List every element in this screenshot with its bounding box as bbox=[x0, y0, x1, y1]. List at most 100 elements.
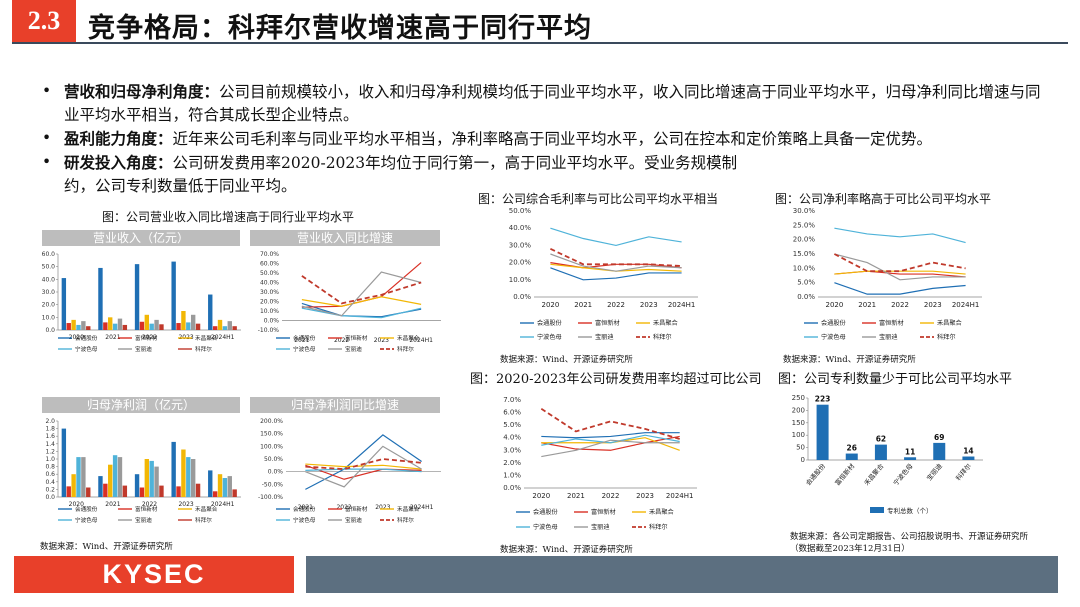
legend-label: 科拜尔 bbox=[937, 333, 956, 341]
y-tick-label: 1.2 bbox=[45, 448, 55, 455]
legend-label: 会通股份 bbox=[537, 319, 563, 327]
y-tick-label: 30.0% bbox=[509, 241, 532, 249]
legend-label: 科拜尔 bbox=[653, 333, 672, 341]
series-line-5 bbox=[301, 271, 422, 317]
y-tick-label: -10.0% bbox=[258, 327, 280, 334]
x-tick-label: 2023 bbox=[924, 301, 942, 309]
bar bbox=[217, 319, 223, 330]
series-line-1 bbox=[834, 282, 966, 295]
legend-label: 宁波色母 bbox=[75, 345, 98, 353]
bar bbox=[149, 323, 154, 330]
y-tick-label: 0 bbox=[801, 456, 805, 464]
bar bbox=[208, 294, 213, 330]
caption-gross: 图：公司综合毛利率与可比公司平均水平相当 bbox=[478, 192, 719, 206]
y-tick-label: 50.0 bbox=[42, 264, 56, 271]
series-line-5 bbox=[834, 253, 966, 281]
bar bbox=[933, 442, 946, 460]
rd-ratio-chart: 0.0% 1.0% 2.0% 3.0% 4.0% 5.0% 6.0% 7.0% 2020 2021… bbox=[503, 396, 697, 531]
y-tick-label: 1.6 bbox=[45, 433, 55, 440]
y-tick-label: 30.0% bbox=[793, 207, 816, 215]
bullet-lead: 营收和归母净利角度： bbox=[64, 82, 220, 101]
legend-swatch bbox=[870, 507, 884, 513]
x-tick-label: 2024H1 bbox=[211, 334, 235, 341]
y-tick-label: 40.0% bbox=[509, 224, 532, 232]
legend-label: 宁波色母 bbox=[537, 333, 562, 341]
series-line-6 bbox=[833, 253, 966, 273]
series-line-4 bbox=[301, 307, 422, 319]
legend-label: 禾昌聚合 bbox=[195, 505, 218, 513]
x-tick-label: 2021 bbox=[858, 301, 876, 309]
x-tick-label: 宁波色母 bbox=[891, 461, 915, 487]
y-tick-label: 7.0% bbox=[503, 396, 521, 404]
legend-label: 科拜尔 bbox=[195, 345, 212, 353]
bar bbox=[159, 324, 164, 330]
series-line-5 bbox=[550, 253, 682, 272]
legend-label: 宝丽迪 bbox=[595, 333, 614, 341]
series-line-4 bbox=[305, 468, 422, 473]
legend-label: 禾昌聚合 bbox=[397, 334, 420, 342]
revenue-chart: 0.0 10.0 20.0 30.0 40.0 50.0 60.0 2020 2021 2022 2… bbox=[42, 251, 241, 353]
legend-label: 会通股份 bbox=[821, 319, 847, 327]
patent-chart: 0 50 100 150 200 250 223 会通股份 26 富恒新材 62 禾昌聚合 11 宁波色母… bbox=[792, 394, 983, 515]
legend-label: 宝丽迪 bbox=[135, 516, 152, 524]
bullet-lead: 研发投入角度： bbox=[64, 153, 173, 172]
data-label: 69 bbox=[934, 433, 944, 442]
profit-chart: 0.00.20.40.60.81.01.21.41.61.82.0 2020 202… bbox=[45, 418, 241, 524]
y-tick-label: 3.0% bbox=[503, 446, 521, 454]
y-tick-label: 50.0% bbox=[264, 456, 283, 463]
y-tick-label: 200 bbox=[792, 406, 805, 414]
bar bbox=[217, 474, 223, 497]
legend-label: 专利总数（个） bbox=[887, 506, 933, 515]
y-tick-label: 5.0% bbox=[797, 279, 815, 287]
source-left: 数据来源：Wind、开源证券研究所 bbox=[40, 542, 173, 552]
y-tick-label: 1.8 bbox=[45, 426, 55, 433]
series-line-6 bbox=[301, 275, 422, 305]
x-tick-label: 2020 bbox=[825, 301, 843, 309]
legend-label: 宝丽迪 bbox=[591, 523, 610, 531]
data-label: 11 bbox=[905, 447, 915, 456]
bar bbox=[222, 478, 228, 497]
x-tick-label: 2021 bbox=[105, 501, 120, 508]
x-tick-label: 2023 bbox=[178, 501, 193, 508]
bullet-text: 公司研发费用率2020-2023年均位于同行第一，高于同业平均水平。受业务规模制… bbox=[64, 154, 738, 195]
x-tick-label: 宝丽迪 bbox=[924, 461, 944, 482]
legend-label: 宁波色母 bbox=[293, 516, 316, 524]
gross-margin-chart: 0.0% 10.0% 20.0% 30.0% 40.0% 50.0% 2020 2021 202… bbox=[509, 207, 698, 341]
bar bbox=[227, 321, 232, 330]
bar bbox=[71, 319, 76, 330]
bar bbox=[190, 459, 196, 497]
bar bbox=[144, 459, 150, 497]
bullet-text: 公司目前规模较小，收入和归母净利规模均低于同业平均水平，收入同比增速高于同业平均… bbox=[64, 83, 1041, 124]
footer-bar bbox=[306, 556, 1058, 593]
y-tick-label: 0.4 bbox=[45, 479, 55, 486]
x-tick-label: 2020 bbox=[69, 334, 84, 341]
data-label: 62 bbox=[876, 435, 886, 444]
x-tick-label: 2024H1 bbox=[409, 337, 433, 344]
bar bbox=[154, 466, 159, 497]
caption-net: 图：公司净利率略高于可比公司平均水平 bbox=[775, 192, 992, 206]
legend-label: 会通股份 bbox=[293, 334, 316, 342]
legend-label: 宁波色母 bbox=[293, 345, 316, 353]
y-tick-label: 10.0% bbox=[260, 308, 279, 315]
legend-label: 科拜尔 bbox=[195, 516, 212, 524]
bar bbox=[212, 491, 218, 497]
bar bbox=[112, 455, 118, 497]
x-tick-label: 2024H1 bbox=[668, 301, 696, 309]
panel-title-profit-yoy: 归母净利润同比增速 bbox=[250, 397, 440, 413]
bar bbox=[134, 474, 140, 497]
source-patent-note: （数据截至2023年12月31日） bbox=[790, 544, 910, 554]
y-tick-label: 10.0% bbox=[793, 264, 816, 272]
legend-label: 宝丽迪 bbox=[135, 345, 152, 353]
y-tick-label: 150 bbox=[792, 419, 805, 427]
profit-yoy-chart: -100.0% -50.0% 0.0% 50.0% 100.0% 150.0% 200.0%… bbox=[258, 418, 441, 524]
x-tick-label: 2021 bbox=[294, 337, 309, 344]
x-tick-label: 2022 bbox=[607, 301, 625, 309]
x-tick-label: 2024H1 bbox=[952, 301, 980, 309]
y-tick-label: 0.0 bbox=[45, 327, 55, 334]
y-tick-label: 0.0% bbox=[264, 318, 280, 325]
y-tick-label: 50.0% bbox=[260, 270, 279, 277]
legend-label: 会通股份 bbox=[293, 505, 316, 513]
series-line-6 bbox=[550, 248, 682, 267]
series-line-2 bbox=[305, 464, 422, 480]
y-tick-label: 200.0% bbox=[260, 418, 283, 425]
